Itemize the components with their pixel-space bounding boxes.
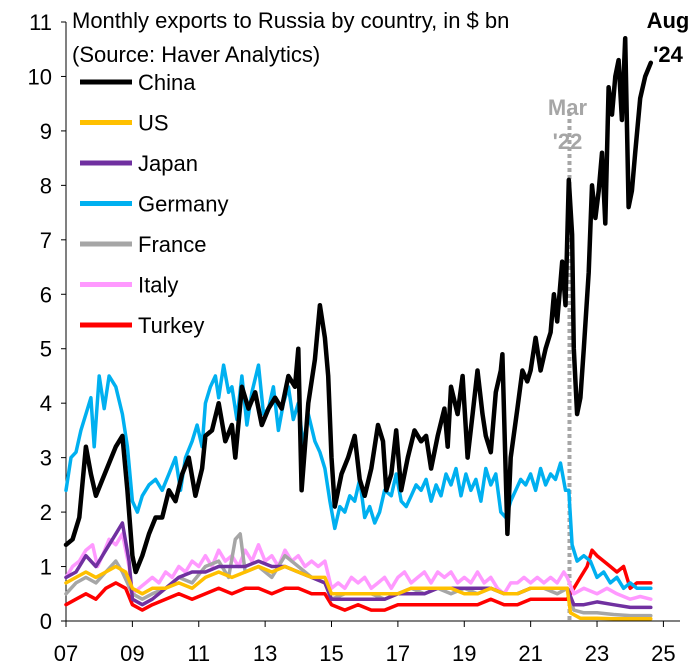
x-axis-ticks: 07 09 11 13 15 17 19 21 23 25	[54, 621, 676, 666]
x-tick-label: 13	[253, 641, 277, 666]
series-lines	[63, 36, 654, 621]
annotation-aug24-line2: '24	[653, 42, 683, 67]
x-tick-label: 25	[651, 641, 675, 666]
y-tick-label: 5	[40, 337, 52, 362]
legend-label-france: France	[138, 232, 206, 257]
y-tick-label: 1	[40, 555, 52, 580]
x-tick-label: 23	[585, 641, 609, 666]
legend-label-germany: Germany	[138, 192, 228, 217]
series-line-turkey	[64, 548, 653, 612]
y-tick-label: 9	[40, 119, 52, 144]
series-line-china	[63, 36, 654, 575]
y-tick-label: 0	[40, 609, 52, 634]
legend-label-italy: Italy	[138, 273, 178, 298]
y-tick-label: 4	[40, 391, 52, 416]
x-tick-label: 17	[386, 641, 410, 666]
y-tick-label: 7	[40, 228, 52, 253]
series-line-italy	[64, 532, 653, 601]
chart-subtitle: (Source: Haver Analytics)	[72, 42, 320, 67]
x-tick-label: 19	[452, 641, 476, 666]
annotation-mar22-line1: Mar	[548, 95, 588, 120]
y-axis-ticks: 0 1 2 3 4 5 6 7 8 9 10 11	[28, 10, 66, 634]
chart-title-block: Monthly exports to Russia by country, in…	[72, 8, 509, 67]
y-tick-label: 11	[29, 10, 52, 35]
legend-label-china: China	[138, 70, 196, 95]
x-tick-label: 09	[120, 641, 144, 666]
y-tick-label: 6	[40, 282, 52, 307]
legend-label-turkey: Turkey	[138, 313, 204, 338]
legend-label-japan: Japan	[138, 151, 198, 176]
x-tick-label: 07	[54, 641, 78, 666]
series-line-us	[64, 564, 653, 621]
annotation-mar22-line2: '22	[553, 129, 583, 154]
y-tick-label: 2	[40, 500, 52, 525]
y-tick-label: 10	[28, 64, 52, 89]
annotation-aug24-line1: Aug	[647, 8, 690, 33]
axes	[65, 22, 680, 622]
annotations: Mar '22 Aug '24	[548, 8, 689, 154]
legend-label-us: US	[138, 111, 169, 136]
x-tick-label: 11	[187, 641, 210, 666]
x-tick-label: 21	[518, 641, 542, 666]
chart-title: Monthly exports to Russia by country, in…	[72, 8, 509, 33]
x-tick-label: 15	[319, 641, 343, 666]
y-tick-label: 3	[40, 446, 52, 471]
y-tick-label: 8	[40, 173, 52, 198]
series-line-germany	[64, 363, 653, 591]
legend: China US Japan Germany France Italy Turkey	[80, 70, 228, 338]
